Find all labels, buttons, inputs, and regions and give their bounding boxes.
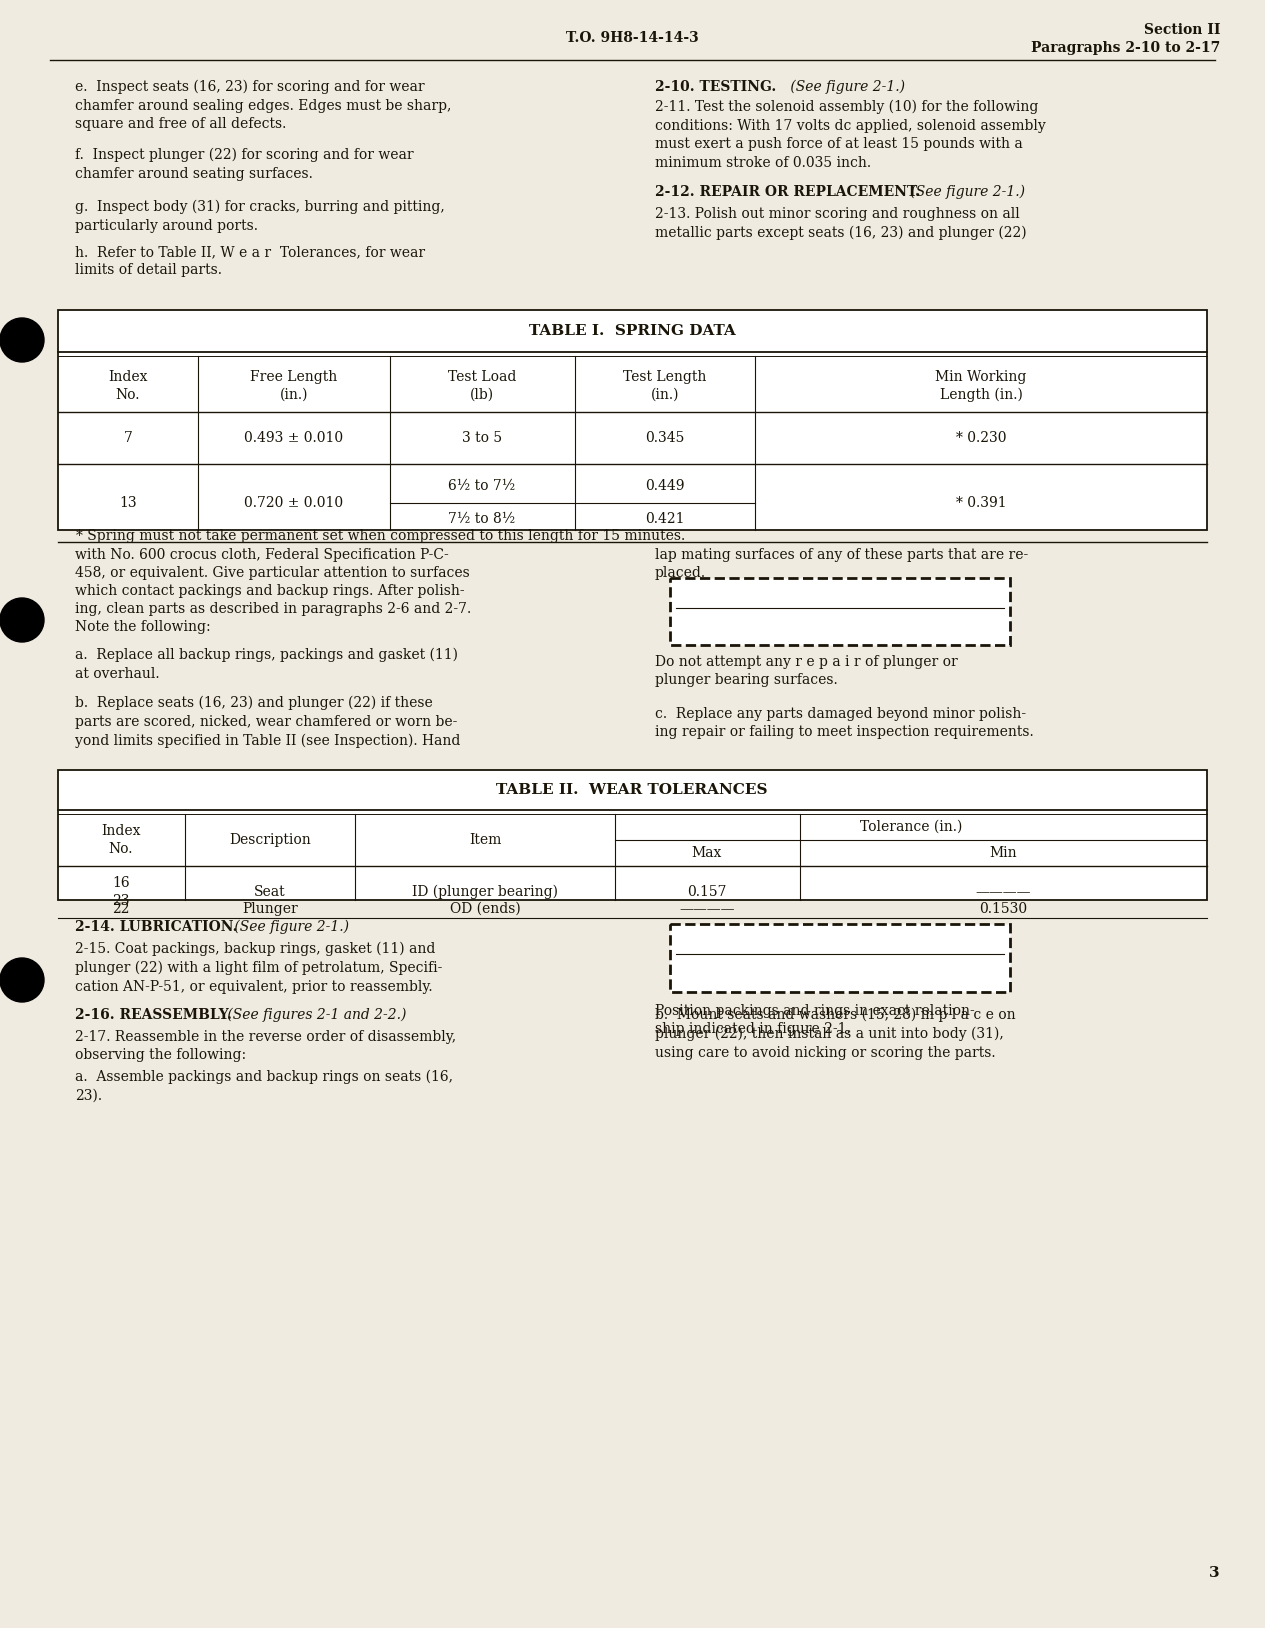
Text: 0.345: 0.345 <box>645 431 684 444</box>
Text: TABLE II.  WEAR TOLERANCES: TABLE II. WEAR TOLERANCES <box>496 783 768 798</box>
Text: 3 to 5: 3 to 5 <box>462 431 502 444</box>
Text: Min: Min <box>989 847 1017 860</box>
Text: CAUTION: CAUTION <box>794 586 885 602</box>
Text: T.O. 9H8-14-14-3: T.O. 9H8-14-14-3 <box>565 31 698 46</box>
Text: Max: Max <box>692 847 722 860</box>
Text: (See figures 2-1 and 2-2.): (See figures 2-1 and 2-2.) <box>223 1008 406 1022</box>
Text: * 0.391: * 0.391 <box>955 497 1007 510</box>
Text: ————: ———— <box>679 902 735 917</box>
Text: 0.720 ± 0.010: 0.720 ± 0.010 <box>244 497 344 510</box>
Text: Tolerance (in.): Tolerance (in.) <box>860 821 963 834</box>
Text: Paragraphs 2-10 to 2-17: Paragraphs 2-10 to 2-17 <box>1031 41 1219 55</box>
Text: * 0.230: * 0.230 <box>956 431 1006 444</box>
Text: Free Length
(in.): Free Length (in.) <box>250 370 338 402</box>
Text: 2-10. TESTING.: 2-10. TESTING. <box>655 80 777 94</box>
Text: 2-11. Test the solenoid assembly (10) for the following
conditions: With 17 volt: 2-11. Test the solenoid assembly (10) fo… <box>655 99 1046 169</box>
Text: 7½ to 8½: 7½ to 8½ <box>448 511 516 526</box>
Text: Test Length
(in.): Test Length (in.) <box>624 370 707 402</box>
Text: b.  Mount seats and washers (15, 28) in p l a c e on
plunger (22), then install : b. Mount seats and washers (15, 28) in p… <box>655 1008 1016 1060</box>
Text: 7: 7 <box>124 431 133 444</box>
Text: plunger bearing surfaces.: plunger bearing surfaces. <box>655 672 837 687</box>
Text: 2-12. REPAIR OR REPLACEMENT.: 2-12. REPAIR OR REPLACEMENT. <box>655 186 921 199</box>
Text: 3: 3 <box>1209 1566 1219 1581</box>
Text: Do not attempt any r e p a i r of plunger or: Do not attempt any r e p a i r of plunge… <box>655 654 958 669</box>
Text: 2-17. Reassemble in the reverse order of disassembly,
observing the following:: 2-17. Reassemble in the reverse order of… <box>75 1031 457 1063</box>
Text: TABLE I.  SPRING DATA: TABLE I. SPRING DATA <box>529 324 735 339</box>
Text: ship indicated in figure 2-1.: ship indicated in figure 2-1. <box>655 1022 851 1035</box>
Text: a.  Replace all backup rings, packings and gasket (11)
at overhaul.: a. Replace all backup rings, packings an… <box>75 648 458 681</box>
Text: Index
No.: Index No. <box>101 824 140 856</box>
Text: 16
23: 16 23 <box>113 876 130 908</box>
Text: h.  Refer to Table II, W e a r  Tolerances, for wear
limits of detail parts.: h. Refer to Table II, W e a r Tolerances… <box>75 244 425 277</box>
Text: b.  Replace seats (16, 23) and plunger (22) if these
parts are scored, nicked, w: b. Replace seats (16, 23) and plunger (2… <box>75 697 460 747</box>
Text: Plunger: Plunger <box>242 902 297 917</box>
Text: f.  Inspect plunger (22) for scoring and for wear
chamfer around seating surface: f. Inspect plunger (22) for scoring and … <box>75 148 414 181</box>
Text: 0.1530: 0.1530 <box>979 902 1027 917</box>
Circle shape <box>0 957 44 1001</box>
Text: 0.157: 0.157 <box>687 886 727 899</box>
Bar <box>670 925 1009 991</box>
Text: 0.421: 0.421 <box>645 511 684 526</box>
Text: 2-16. REASSEMBLY.: 2-16. REASSEMBLY. <box>75 1008 231 1022</box>
Text: placed.: placed. <box>655 567 706 580</box>
Text: ID (plunger bearing): ID (plunger bearing) <box>412 884 558 899</box>
Text: * Spring must not take permanent set when compressed to this length for 15 minut: * Spring must not take permanent set whe… <box>76 529 686 544</box>
Text: 0.449: 0.449 <box>645 479 684 493</box>
Text: a.  Assemble packings and backup rings on seats (16,
23).: a. Assemble packings and backup rings on… <box>75 1070 453 1102</box>
Text: Test Load
(lb): Test Load (lb) <box>448 370 516 402</box>
Text: g.  Inspect body (31) for cracks, burring and pitting,
particularly around ports: g. Inspect body (31) for cracks, burring… <box>75 200 445 233</box>
Text: e.  Inspect seats (16, 23) for scoring and for wear
chamfer around sealing edges: e. Inspect seats (16, 23) for scoring an… <box>75 80 452 132</box>
Text: lap mating surfaces of any of these parts that are re-: lap mating surfaces of any of these part… <box>655 549 1028 562</box>
Text: 6½ to 7½: 6½ to 7½ <box>448 479 516 493</box>
Text: Index
No.: Index No. <box>109 370 148 402</box>
Text: Note the following:: Note the following: <box>75 620 211 633</box>
Text: ing, clean parts as described in paragraphs 2-6 and 2-7.: ing, clean parts as described in paragra… <box>75 602 472 615</box>
Text: 13: 13 <box>119 497 137 510</box>
Text: Description: Description <box>229 834 311 847</box>
Text: (See figure 2-1.): (See figure 2-1.) <box>906 186 1025 199</box>
Text: 2-14. LUBRICATION.: 2-14. LUBRICATION. <box>75 920 238 934</box>
Bar <box>58 770 1207 900</box>
Circle shape <box>0 317 44 361</box>
Text: Item: Item <box>469 834 501 847</box>
Text: ————: ———— <box>975 886 1031 899</box>
Text: OD (ends): OD (ends) <box>449 902 520 917</box>
Text: Seat: Seat <box>254 886 286 899</box>
Circle shape <box>0 597 44 641</box>
Text: (See figure 2-1.): (See figure 2-1.) <box>786 80 904 94</box>
Text: 458, or equivalent. Give particular attention to surfaces: 458, or equivalent. Give particular atte… <box>75 567 469 580</box>
Text: 2-15. Coat packings, backup rings, gasket (11) and
plunger (22) with a light fil: 2-15. Coat packings, backup rings, gaske… <box>75 943 443 993</box>
Text: 2-13. Polish out minor scoring and roughness on all
metallic parts except seats : 2-13. Polish out minor scoring and rough… <box>655 207 1027 239</box>
Text: CAUTION: CAUTION <box>794 931 885 949</box>
Text: 22: 22 <box>113 902 130 917</box>
Text: (See figure 2-1.): (See figure 2-1.) <box>230 920 349 934</box>
Text: Min Working
Length (in.): Min Working Length (in.) <box>935 370 1027 402</box>
Text: which contact packings and backup rings. After polish-: which contact packings and backup rings.… <box>75 584 464 597</box>
Text: Section II: Section II <box>1144 23 1219 37</box>
Text: c.  Replace any parts damaged beyond minor polish-
ing repair or failing to meet: c. Replace any parts damaged beyond mino… <box>655 707 1034 739</box>
Bar <box>58 309 1207 531</box>
Text: 0.493 ± 0.010: 0.493 ± 0.010 <box>244 431 344 444</box>
Text: Position packings and rings in exact relation-: Position packings and rings in exact rel… <box>655 1004 975 1018</box>
Text: with No. 600 crocus cloth, Federal Specification P-C-: with No. 600 crocus cloth, Federal Speci… <box>75 549 449 562</box>
Bar <box>670 578 1009 645</box>
